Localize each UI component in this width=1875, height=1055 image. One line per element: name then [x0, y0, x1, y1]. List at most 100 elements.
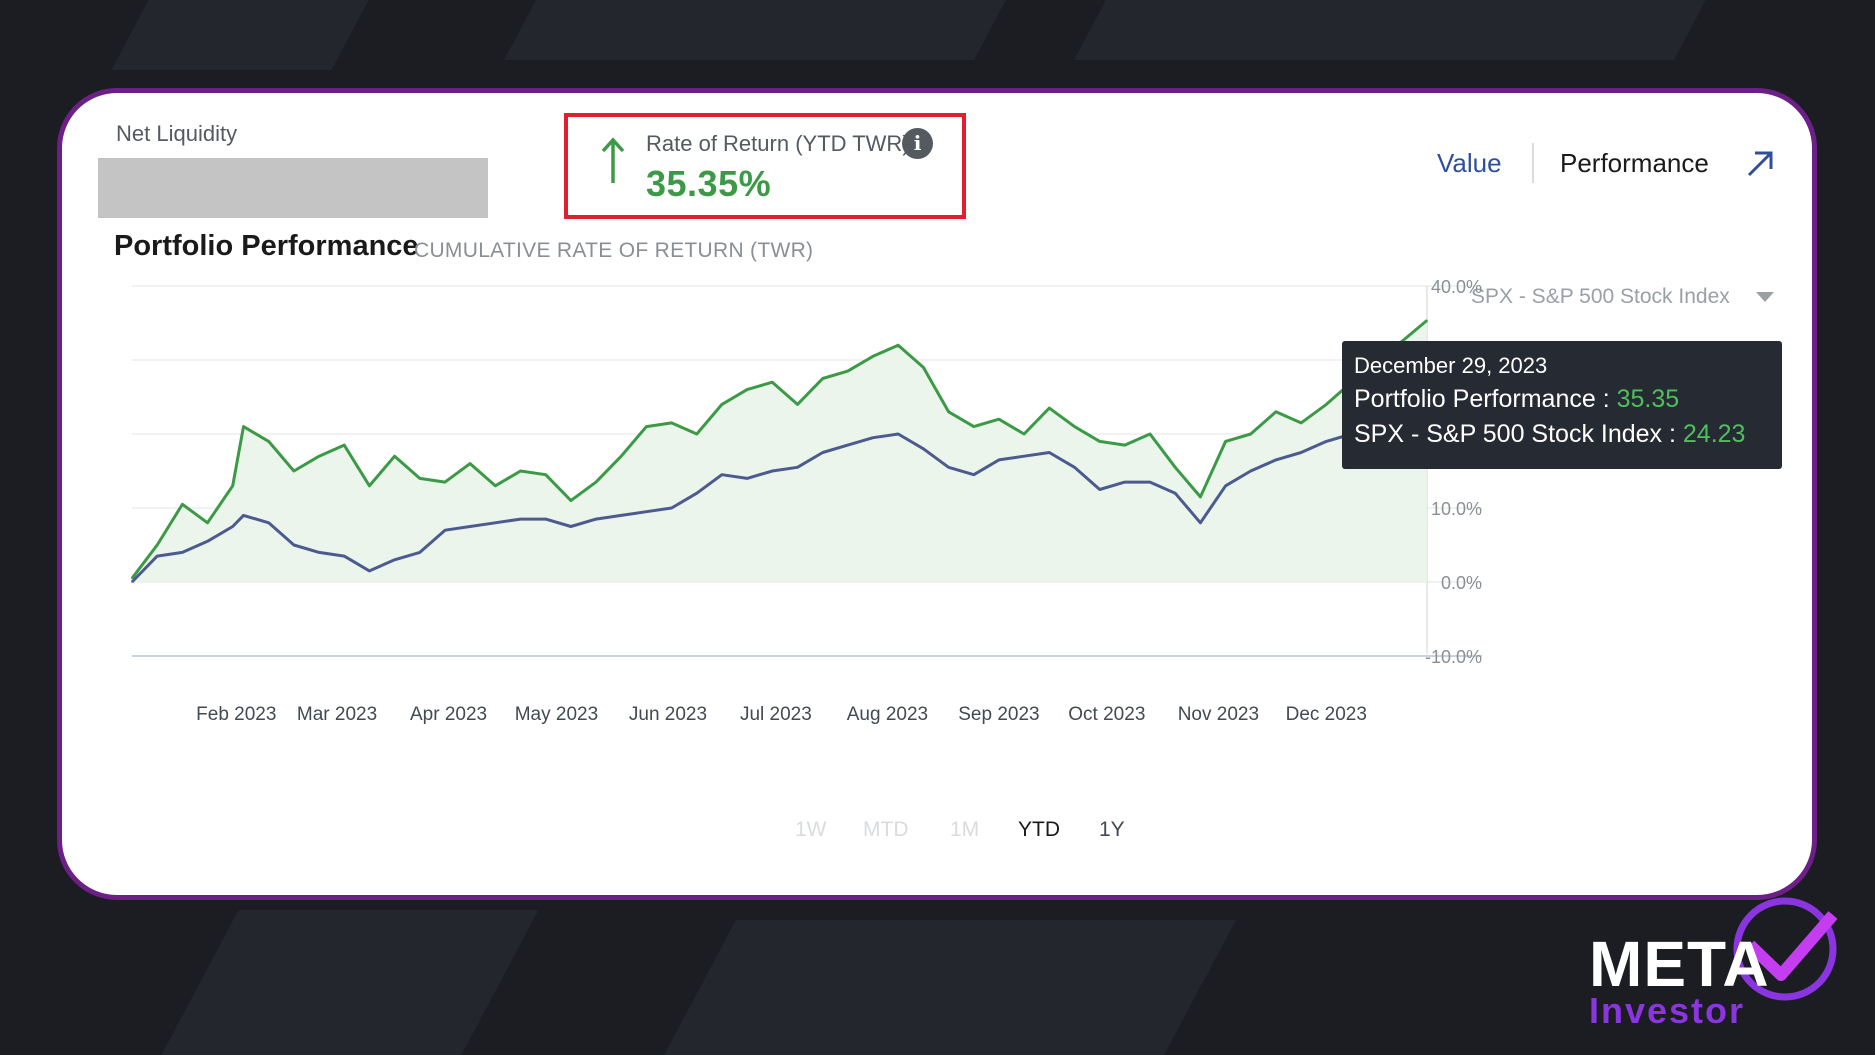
arrow-up-right-icon[interactable]: [1745, 149, 1775, 179]
x-tick-label: Jun 2023: [629, 704, 707, 725]
data-point-1: [242, 514, 245, 517]
x-tick-label: Oct 2023: [1068, 704, 1145, 725]
data-point-1: [1098, 488, 1101, 491]
data-point-1: [872, 436, 874, 439]
data-point-0: [318, 455, 320, 458]
rate-of-return-label: Rate of Return (YTD TWR): [646, 131, 910, 156]
performance-chart[interactable]: 40.0%30.0%20.0%10.0%0.0%-10.0%Feb 2023Ma…: [62, 93, 1817, 900]
x-tick-label: Feb 2023: [196, 704, 276, 725]
data-point-1: [847, 444, 849, 446]
data-point-0: [620, 455, 622, 458]
benchmark-select[interactable]: SPX - S&P 500 Stock Index: [1471, 285, 1730, 308]
data-point-1: [696, 492, 698, 495]
data-point-1: [368, 570, 371, 572]
x-tick-label: Sep 2023: [958, 704, 1039, 725]
x-tick-label: Mar 2023: [297, 704, 377, 725]
data-point-0: [393, 455, 396, 458]
period-ytd[interactable]: YTD: [1018, 818, 1060, 841]
data-point-0: [1098, 440, 1101, 443]
data-point-1: [1023, 455, 1025, 458]
data-point-0: [821, 377, 824, 380]
data-point-0: [1300, 422, 1302, 424]
data-point-1: [1224, 485, 1227, 487]
data-point-0: [519, 470, 522, 472]
data-point-1: [771, 470, 774, 472]
net-liquidity-value-redacted: [98, 158, 488, 218]
data-point-1: [922, 448, 925, 450]
background-stripe: [664, 920, 1236, 1055]
caret-down-icon[interactable]: [1755, 290, 1775, 304]
period-1w[interactable]: 1W: [795, 818, 827, 841]
tooltip-portfolio-row: Portfolio Performance : 35.35: [1354, 385, 1679, 414]
data-point-0: [1249, 433, 1252, 435]
net-liquidity-label: Net Liquidity: [116, 121, 238, 146]
data-point-0: [1426, 319, 1428, 322]
data-point-0: [494, 485, 497, 487]
data-point-1: [156, 555, 158, 557]
data-point-1: [1073, 466, 1076, 469]
data-point-0: [131, 577, 133, 580]
rate-of-return-value: 35.35%: [646, 163, 772, 204]
data-point-1: [1048, 451, 1051, 454]
tooltip-benchmark-row: SPX - S&P 500 Stock Index : 24.23: [1354, 420, 1745, 449]
data-point-0: [897, 344, 899, 346]
tooltip-date: December 29, 2023: [1354, 353, 1548, 378]
data-point-0: [267, 440, 270, 443]
data-point-0: [156, 544, 158, 546]
x-tick-label: Aug 2023: [847, 704, 928, 725]
value-toggle-button[interactable]: Value: [1437, 148, 1502, 178]
data-point-1: [1124, 481, 1126, 483]
x-tick-label: Dec 2023: [1286, 704, 1367, 725]
x-tick-label: May 2023: [515, 704, 598, 725]
data-point-1: [947, 466, 950, 469]
chart-title: Portfolio Performance: [114, 230, 419, 262]
data-point-0: [595, 481, 597, 483]
tooltip-portfolio-value: 35.35: [1616, 385, 1680, 413]
portfolio-card: Net Liquidity Rate of Return (YTD TWR) i…: [57, 88, 1817, 900]
data-point-0: [1224, 440, 1227, 443]
data-point-1: [796, 466, 799, 469]
background-stripe: [504, 0, 1006, 60]
data-point-1: [318, 551, 320, 554]
data-point-0: [570, 499, 572, 502]
data-point-0: [1275, 411, 1277, 413]
background-stripe: [161, 910, 539, 1055]
arrow-up-icon: [601, 137, 625, 183]
data-point-0: [721, 403, 723, 406]
chart-subtitle: CUMULATIVE RATE OF RETURN (TWR): [414, 239, 814, 262]
data-point-1: [393, 559, 396, 561]
toggle-divider: [1532, 143, 1534, 183]
data-point-1: [721, 473, 723, 476]
data-point-1: [544, 518, 547, 520]
period-1m[interactable]: 1M: [950, 818, 980, 841]
period-1y[interactable]: 1Y: [1099, 818, 1125, 841]
data-point-0: [947, 411, 950, 413]
logo-check-icon: [1733, 897, 1838, 1001]
data-point-1: [1275, 459, 1277, 461]
info-icon[interactable]: i: [902, 128, 933, 159]
data-point-0: [1149, 433, 1151, 435]
data-point-1: [746, 477, 748, 480]
tooltip-benchmark-value: 24.23: [1682, 420, 1746, 448]
logo-investor-text: Investor: [1589, 990, 1746, 1031]
data-point-0: [419, 477, 421, 480]
data-point-1: [670, 507, 673, 509]
logo-meta-text: META: [1589, 928, 1770, 1000]
data-point-0: [231, 485, 234, 487]
data-point-1: [267, 522, 270, 524]
data-point-1: [570, 525, 572, 528]
background-stripe: [1074, 0, 1706, 60]
data-point-1: [181, 551, 184, 554]
performance-toggle-button[interactable]: Performance: [1560, 148, 1709, 178]
data-point-0: [1124, 444, 1126, 446]
data-point-0: [293, 470, 295, 472]
data-point-0: [1325, 403, 1328, 406]
chart-tooltip: December 29, 2023 Portfolio Performance …: [1342, 341, 1782, 469]
data-point-0: [847, 370, 849, 372]
data-point-1: [1249, 470, 1252, 472]
period-mtd[interactable]: MTD: [863, 818, 909, 841]
data-point-0: [444, 481, 446, 483]
data-point-0: [1023, 433, 1025, 435]
data-point-1: [973, 473, 975, 476]
x-tick-label: Nov 2023: [1178, 704, 1259, 725]
